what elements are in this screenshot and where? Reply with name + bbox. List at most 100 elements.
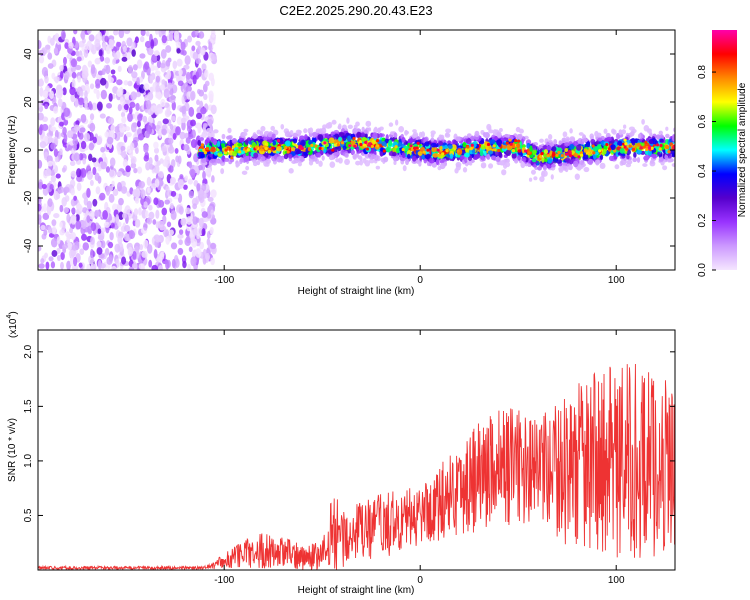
heatmap-cell (214, 151, 218, 156)
heatmap-cell (195, 58, 202, 64)
heatmap-cell (294, 148, 300, 155)
colorbar-tick-label: 0.6 (697, 114, 708, 128)
heatmap-cell (50, 142, 57, 150)
heatmap-cell (38, 203, 42, 212)
heatmap-cell (127, 112, 133, 123)
heatmap-cell (147, 115, 154, 125)
heatmap-cell (161, 79, 166, 86)
heatmap-cell (598, 137, 603, 142)
heatmap-cell (662, 165, 668, 171)
heatmap-cell (165, 60, 171, 67)
heatmap-cell (364, 160, 371, 167)
heatmap-cell (636, 149, 642, 155)
heatmap-cell (292, 138, 298, 144)
heatmap-cell (43, 229, 48, 236)
heatmap-cell (39, 78, 44, 87)
heatmap-cell (139, 244, 144, 251)
heatmap-cell (200, 157, 207, 164)
heatmap-cell (144, 61, 150, 70)
heatmap-cell (158, 30, 163, 38)
heatmap-cell (175, 126, 181, 136)
heatmap-cell (154, 164, 160, 174)
heatmap-cell (278, 140, 284, 145)
heatmap-cell (261, 156, 266, 162)
heatmap-cell (655, 134, 661, 140)
heatmap-peak (202, 148, 206, 152)
heatmap-cell (94, 57, 101, 65)
heatmap-cell (649, 159, 655, 164)
heatmap-cell (665, 126, 669, 132)
heatmap-cell (218, 159, 223, 164)
heatmap-cell (66, 260, 71, 270)
heatmap-cell (184, 175, 189, 182)
heatmap-cell (84, 90, 88, 99)
heatmap-cell (455, 136, 461, 142)
heatmap-cell (195, 40, 201, 46)
heatmap-cell (54, 155, 59, 163)
heatmap-cell (498, 151, 503, 158)
heatmap-cell (134, 218, 141, 228)
heatmap-cell (158, 128, 162, 139)
heatmap-cell (73, 30, 78, 35)
heatmap-cell (610, 144, 616, 151)
heatmap-cell (178, 205, 184, 215)
heatmap-cell (136, 77, 140, 86)
heatmap-cell (154, 237, 162, 243)
heatmap-cell (192, 203, 198, 210)
heatmap-cell (75, 64, 82, 71)
heatmap-cell (71, 207, 76, 214)
heatmap-cell (521, 156, 527, 162)
heatmap-cell (115, 214, 120, 224)
heatmap-cell (227, 127, 232, 134)
heatmap-cell (61, 197, 68, 207)
heatmap-cell (136, 59, 143, 69)
heatmap-cell (539, 176, 545, 182)
heatmap-cell (374, 126, 378, 132)
heatmap-cell (95, 136, 103, 145)
heatmap-cell (77, 75, 82, 83)
heatmap-cell (431, 146, 437, 153)
heatmap-cell (99, 113, 106, 119)
heatmap-cell (517, 154, 521, 161)
heatmap-cell (198, 194, 205, 204)
heatmap-peak (223, 151, 228, 155)
heatmap-cell (131, 262, 138, 269)
heatmap-cell (490, 155, 496, 161)
heatmap-cell (636, 142, 642, 147)
heatmap-cell (143, 83, 150, 91)
heatmap-cell (665, 133, 670, 139)
heatmap-cell (401, 152, 406, 159)
heatmap-peak (437, 153, 441, 157)
heatmap-cell (315, 128, 322, 134)
heatmap-cell (264, 152, 269, 158)
heatmap-cell (121, 150, 127, 159)
heatmap-cell (171, 258, 176, 269)
heatmap-peak (644, 140, 648, 145)
heatmap-cell (177, 247, 184, 255)
heatmap-cell (308, 160, 314, 166)
heatmap-cell (187, 35, 193, 43)
heatmap-cell (169, 123, 174, 131)
heatmap-cell (47, 160, 54, 167)
heatmap-peak (605, 142, 609, 147)
heatmap-cell (347, 124, 353, 130)
heatmap-cell (88, 101, 93, 110)
heatmap-cell (95, 78, 101, 87)
heatmap-cell (116, 79, 123, 86)
heatmap-cell (603, 128, 608, 134)
heatmap-cell (430, 137, 435, 142)
heatmap-cell (41, 66, 49, 77)
heatmap-cell (543, 153, 548, 158)
heatmap-cell (153, 249, 158, 259)
heatmap-cell (176, 116, 183, 125)
heatmap-peak (509, 142, 513, 146)
heatmap-cell (47, 135, 53, 144)
heatmap-cell (209, 158, 215, 164)
heatmap-peak (456, 149, 460, 153)
heatmap-cell (154, 70, 161, 76)
heatmap-cell (206, 128, 212, 133)
heatmap-cell (492, 129, 498, 136)
heatmap-cell (432, 153, 439, 158)
heatmap-x-tick-label: 100 (608, 275, 625, 286)
heatmap-cell (97, 235, 105, 241)
